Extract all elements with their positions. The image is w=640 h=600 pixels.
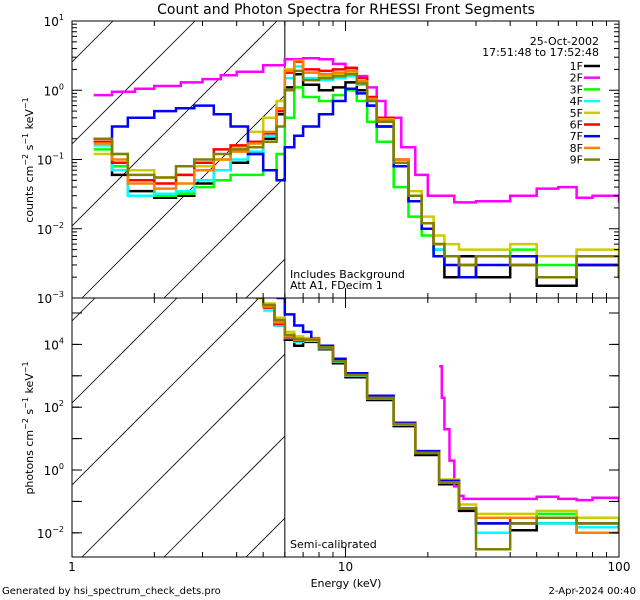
hatch-line: [72, 21, 196, 145]
generated-by-label: Generated by hsi_spectrum_check_dets.pro: [2, 586, 221, 597]
legend-label-1F: 1F: [570, 60, 583, 73]
hatch-line: [72, 21, 114, 63]
plot-frame-bottom: [71, 297, 620, 558]
legend-label-8F: 8F: [570, 142, 583, 155]
y-tick-label: 102: [44, 399, 64, 415]
y-tick-label: 10−1: [37, 152, 64, 168]
y-tick-label: 100: [44, 462, 64, 478]
hatched-region-bottom: [72, 298, 286, 557]
hatch-line: [72, 21, 278, 227]
count-spectrum-panel: 101 100 10−1 10−2 10−3 Includes Background A…: [21, 13, 620, 306]
legend-label-7F: 7F: [570, 130, 583, 143]
hatch-line: [163, 176, 286, 298]
photon-spectrum-panel: 104 102 100 10−2 Semi-calibrated photons cm…: [21, 297, 631, 590]
x-axis-title: Energy (keV): [311, 577, 382, 590]
y-tick-label: 10−2: [37, 525, 64, 541]
hatch-line: [245, 258, 286, 298]
chart-title: Count and Photon Spectra for RHESSI Fron…: [157, 2, 535, 18]
series-line-2F-bottom: [439, 365, 619, 502]
series-line-3F-top: [93, 86, 619, 267]
y-tick-label: 104: [44, 336, 64, 352]
series-line-9F-bottom: [255, 298, 619, 551]
date-label: 25-Oct-2002: [530, 35, 599, 48]
hatch-line: [163, 435, 286, 557]
x-tick-label: 1: [68, 560, 76, 574]
annotation-semi-calibrated: Semi-calibrated: [290, 538, 377, 551]
series-line-7F-bottom: [276, 298, 619, 529]
annotation-background: Includes Background: [290, 268, 405, 281]
series-line-2F-top: [93, 56, 619, 204]
series-line-5F-bottom: [263, 302, 619, 520]
legend-label-2F: 2F: [570, 72, 583, 85]
hatch-line: [245, 517, 286, 557]
annotation-attenuator: Att A1, FDecim 1: [290, 279, 383, 292]
hatch-line: [72, 298, 260, 486]
hatch-line: [72, 298, 96, 322]
y-tick-label: 10−3: [37, 290, 64, 306]
time-range-label: 17:51:48 to 17:52:48: [482, 46, 599, 59]
y-tick-label: 100: [44, 82, 64, 98]
y-tick-label: 10−2: [37, 221, 64, 237]
hatched-region-top: [72, 21, 286, 298]
hatch-line: [72, 298, 178, 404]
y-axis-title-top: counts cm−2 s−1 keV−1: [21, 97, 36, 222]
series-line-1F-top: [93, 73, 619, 288]
timestamp-label: 2-Apr-2024 00:40: [549, 586, 636, 597]
x-tick-label: 100: [608, 560, 631, 574]
series-line-7F-top: [93, 87, 619, 279]
legend-label-3F: 3F: [570, 83, 583, 96]
legend-label-9F: 9F: [570, 154, 583, 167]
y-tick-label: 101: [44, 13, 64, 29]
legend-label-6F: 6F: [570, 119, 583, 132]
series-line-9F-top: [93, 69, 619, 279]
x-tick-label: 10: [338, 560, 353, 574]
series-line-5F-top: [93, 60, 619, 267]
legend-label-5F: 5F: [570, 107, 583, 120]
y-axis-title-bottom: photons cm−2 s−1 keV−1: [21, 361, 36, 494]
hatch-line: [81, 353, 286, 557]
legend-label-4F: 4F: [570, 95, 583, 108]
